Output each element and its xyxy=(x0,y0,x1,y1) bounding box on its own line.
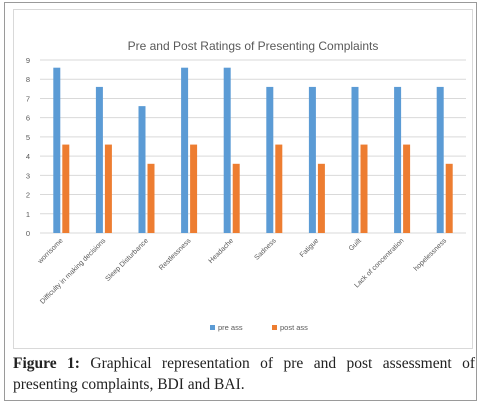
bar-pre-ass xyxy=(308,86,316,234)
figure-frame: Pre and Post Ratings of Presenting Compl… xyxy=(4,2,477,401)
legend-label: post ass xyxy=(280,323,308,332)
x-tick-label: Sadness xyxy=(253,237,278,262)
figure-caption-text: Graphical representation of pre and post… xyxy=(13,355,475,393)
x-tick-label: Headache xyxy=(208,237,236,265)
legend-label: pre ass xyxy=(218,323,243,332)
bar-pre-ass xyxy=(266,86,274,234)
bar-post-ass xyxy=(275,144,283,233)
chart-container: Pre and Post Ratings of Presenting Compl… xyxy=(13,9,473,349)
figure-caption: Figure 1: Graphical representation of pr… xyxy=(13,353,475,395)
x-tick-label: worrisome xyxy=(36,237,65,266)
y-tick-label: 6 xyxy=(26,114,30,123)
bar-pre-ass xyxy=(223,67,231,233)
bar-chart: Pre and Post Ratings of Presenting Compl… xyxy=(26,39,466,332)
y-tick-label: 1 xyxy=(26,210,30,219)
x-tick-label: hopelessness xyxy=(413,237,449,273)
x-tick-label: Sleep Disturbance xyxy=(105,237,150,282)
bar-pre-ass xyxy=(95,86,103,234)
y-tick-label: 5 xyxy=(26,133,30,142)
y-tick-label: 2 xyxy=(26,191,30,200)
bar-pre-ass xyxy=(53,67,61,233)
bar-post-ass xyxy=(104,144,112,233)
x-tick-label: Lack of concentration xyxy=(354,237,406,289)
x-tick-label: Fatigue xyxy=(299,237,321,259)
legend-swatch xyxy=(272,325,277,330)
x-tick-label: Guilt xyxy=(348,237,363,252)
y-tick-label: 0 xyxy=(26,229,30,238)
bar-post-ass xyxy=(360,144,368,233)
chart-title: Pre and Post Ratings of Presenting Compl… xyxy=(128,39,379,53)
figure-label: Figure 1: xyxy=(13,355,80,372)
bar-pre-ass xyxy=(436,86,444,234)
y-tick-label: 4 xyxy=(26,152,30,161)
y-tick-label: 3 xyxy=(26,171,30,180)
bar-post-ass xyxy=(317,163,325,233)
bar-pre-ass xyxy=(138,106,146,233)
y-tick-label: 8 xyxy=(26,75,30,84)
legend-swatch xyxy=(210,325,215,330)
bar-pre-ass xyxy=(351,86,359,234)
bar-pre-ass xyxy=(394,86,402,234)
bar-post-ass xyxy=(232,163,240,233)
bar-post-ass xyxy=(62,144,70,233)
bar-post-ass xyxy=(190,144,198,233)
bar-post-ass xyxy=(403,144,411,233)
x-tick-label: Restlessness xyxy=(158,237,193,272)
y-tick-label: 7 xyxy=(26,94,30,103)
bar-post-ass xyxy=(147,163,155,233)
y-tick-label: 9 xyxy=(26,56,30,65)
bar-post-ass xyxy=(445,163,453,233)
bar-pre-ass xyxy=(181,67,189,233)
